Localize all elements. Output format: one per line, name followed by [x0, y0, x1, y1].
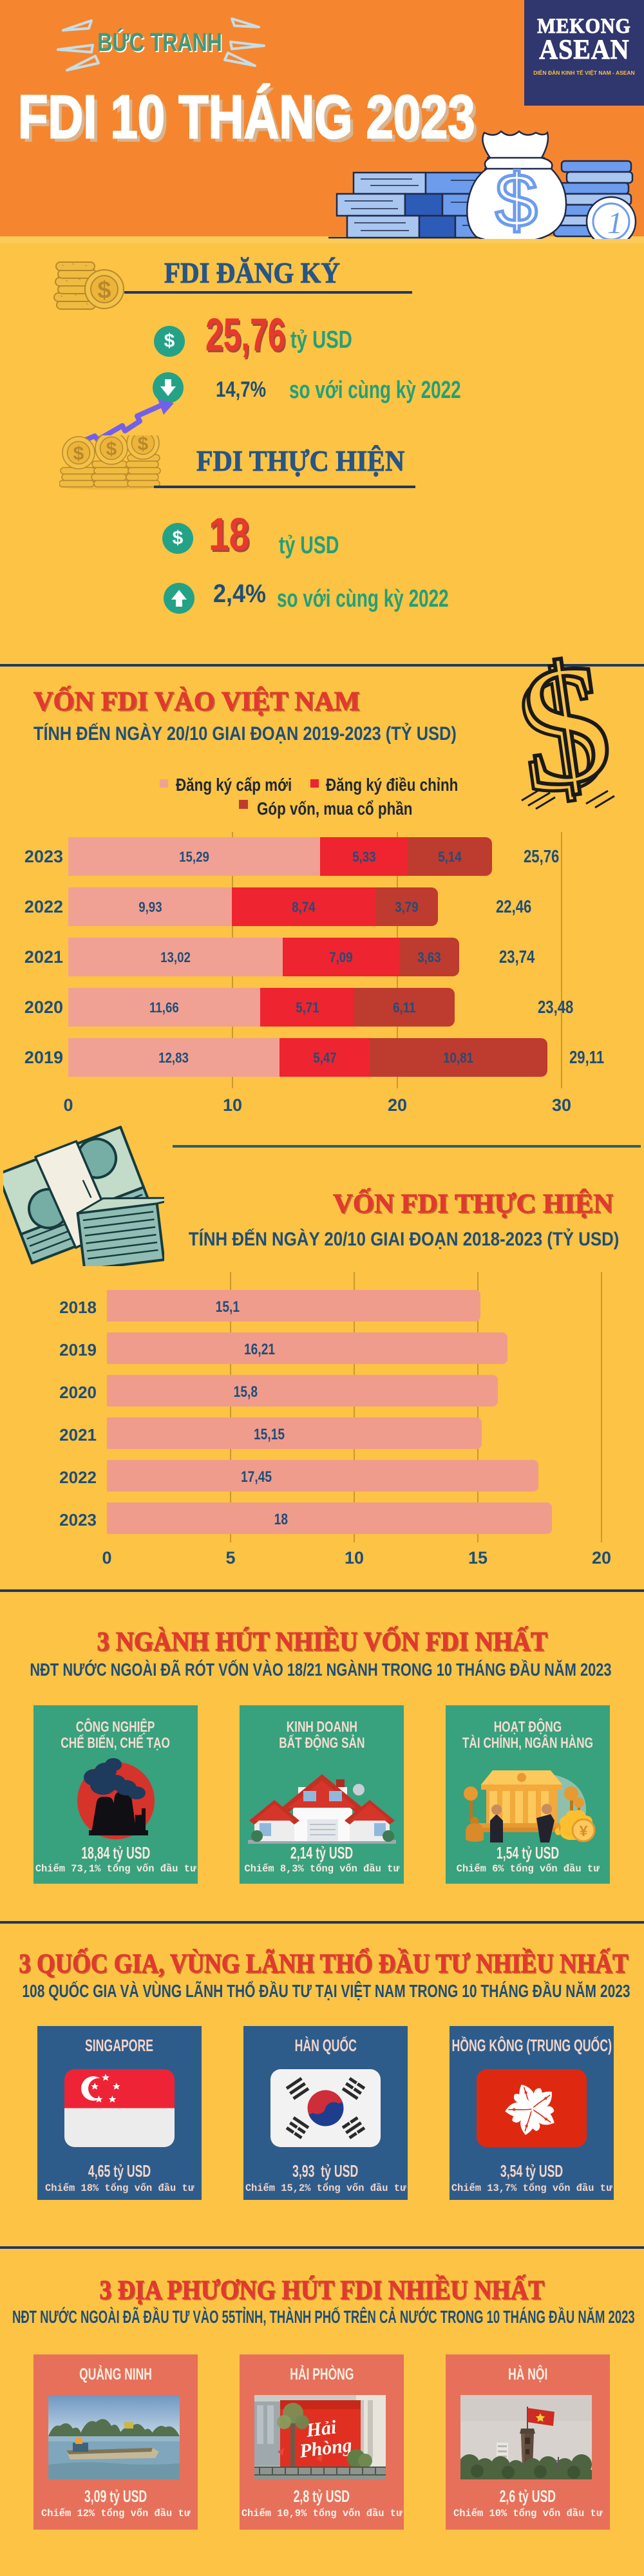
svg-text:1: 1 — [607, 206, 623, 239]
svg-text:$: $ — [106, 439, 117, 460]
svg-text:$: $ — [495, 158, 538, 239]
svg-text:$: $ — [138, 435, 149, 455]
svg-text:¥: ¥ — [580, 1823, 588, 1839]
svg-text:$: $ — [97, 277, 111, 304]
svg-text:Hải: Hải — [305, 2416, 338, 2441]
svg-text:$: $ — [73, 443, 84, 464]
